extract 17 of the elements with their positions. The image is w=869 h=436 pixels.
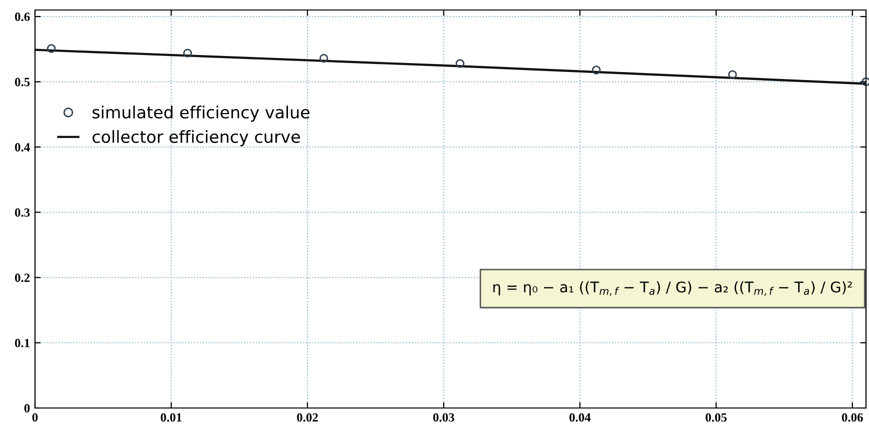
y-tick-label: 0.2 bbox=[14, 274, 30, 282]
x-tick-label: 0.03 bbox=[433, 413, 454, 422]
y-tick-label: 0 bbox=[24, 404, 30, 412]
x-tick-label: 0.06 bbox=[842, 413, 863, 422]
y-tick-label: 0.4 bbox=[14, 143, 30, 152]
y-tick-label: 0.3 bbox=[14, 208, 30, 217]
x-tick-label: 0 bbox=[32, 413, 38, 422]
x-tick-label: 0.05 bbox=[706, 413, 727, 422]
legend-label: simulated efficiency value bbox=[92, 106, 310, 122]
y-tick-label: 0.5 bbox=[14, 78, 30, 86]
y-tick-label: 0.6 bbox=[14, 12, 30, 22]
x-tick-label: 0.01 bbox=[160, 413, 182, 422]
x-tick-label: 0.02 bbox=[297, 413, 318, 422]
y-tick-label: 0.1 bbox=[14, 338, 30, 348]
x-tick-label: 0.04 bbox=[569, 413, 591, 422]
legend-label: collector efficiency curve bbox=[92, 130, 300, 146]
text: η = η₀ − a₁ ((T$_{m,f}$ − T$_{a}$) / G) − a₂ ((T$_{m,f}$ − T$_{a}$) / G)² bbox=[493, 281, 852, 296]
